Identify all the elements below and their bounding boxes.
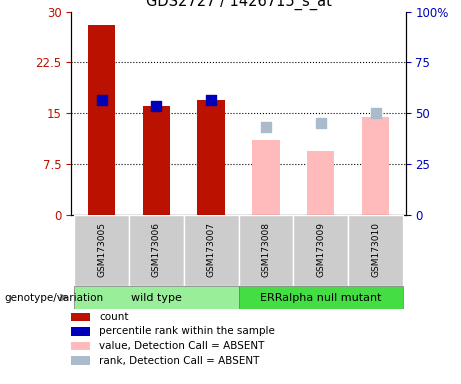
Bar — [71, 327, 90, 336]
Text: GSM173005: GSM173005 — [97, 222, 106, 276]
Bar — [362, 117, 389, 215]
Bar — [307, 151, 334, 215]
Text: percentile rank within the sample: percentile rank within the sample — [99, 326, 275, 336]
Point — [372, 110, 379, 116]
Bar — [143, 106, 170, 215]
Text: genotype/variation: genotype/variation — [5, 293, 104, 303]
Text: GSM173010: GSM173010 — [371, 222, 380, 276]
Point — [317, 121, 325, 127]
Bar — [88, 25, 115, 215]
Bar — [71, 342, 90, 350]
Bar — [71, 313, 90, 321]
Text: GSM173006: GSM173006 — [152, 222, 161, 276]
Text: rank, Detection Call = ABSENT: rank, Detection Call = ABSENT — [99, 356, 260, 366]
Text: value, Detection Call = ABSENT: value, Detection Call = ABSENT — [99, 341, 265, 351]
Text: count: count — [99, 312, 129, 322]
Text: wild type: wild type — [131, 293, 182, 303]
Text: ERRalpha null mutant: ERRalpha null mutant — [260, 293, 382, 303]
Text: GSM173009: GSM173009 — [316, 222, 325, 276]
Bar — [74, 215, 129, 286]
Title: GDS2727 / 1426715_s_at: GDS2727 / 1426715_s_at — [146, 0, 331, 10]
Text: GSM173008: GSM173008 — [261, 222, 271, 276]
Bar — [184, 215, 239, 286]
Point — [262, 124, 270, 130]
Bar — [239, 215, 293, 286]
Bar — [348, 215, 403, 286]
Point — [153, 103, 160, 109]
Point — [98, 97, 105, 103]
Text: GSM173007: GSM173007 — [207, 222, 216, 276]
Bar — [239, 286, 403, 309]
Bar — [293, 215, 348, 286]
Point — [207, 97, 215, 103]
Bar — [129, 215, 184, 286]
Bar — [74, 286, 239, 309]
Bar — [71, 356, 90, 365]
Bar — [197, 100, 225, 215]
Bar — [252, 141, 280, 215]
